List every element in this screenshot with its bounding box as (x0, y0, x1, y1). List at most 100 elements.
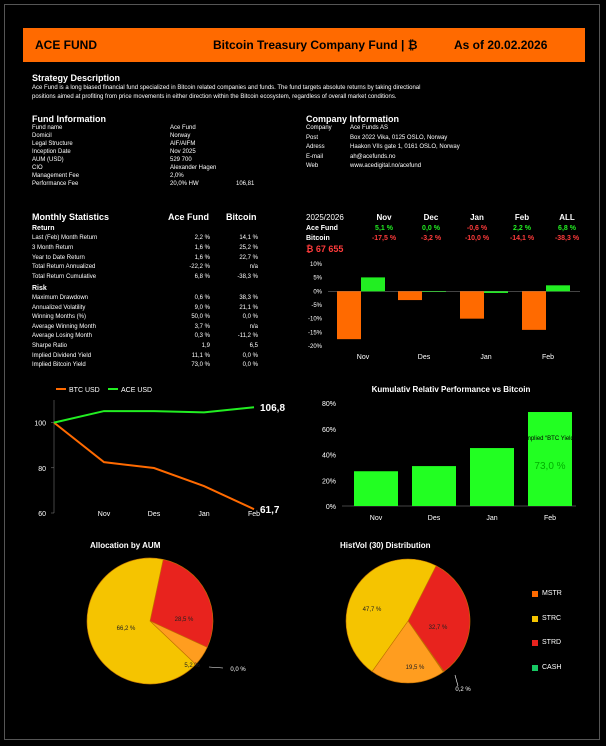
perf-ace-value: 6,8 % (558, 225, 576, 232)
return-row-btc: n/a (249, 264, 258, 271)
legend-swatch-cash (532, 664, 538, 671)
allocation-pie-chart: 28,5 % 66,2 % 5,2 % 0,0 % (86, 557, 246, 685)
pie-slice-strc (86, 557, 197, 685)
fund-info-title: Fund Information (32, 114, 106, 124)
strategy-text-2: positions aimed at profiting from price … (32, 94, 397, 100)
end-label-ace: 106,8 (260, 403, 285, 414)
risk-row-label: Maximum Drawdown (32, 295, 89, 301)
pie-value-label: 28,5 % (175, 617, 194, 623)
legend-swatch-strd (532, 640, 538, 646)
x-tick-label: Jan (198, 511, 209, 518)
line-btc-usd (53, 421, 255, 511)
risk-row-label: Average Winning Month (32, 323, 96, 330)
y-tick-label: 5% (313, 276, 322, 282)
x-tick-label: Des (148, 511, 161, 518)
company-info-label: Company (306, 125, 332, 131)
rel-bar (470, 448, 514, 506)
return-row-label: Total Return Annualized (32, 264, 96, 271)
perf-btc-value: -14,1 % (509, 235, 535, 242)
fund-info-extra: 106,81 (236, 181, 255, 187)
fund-info-value: 2,0% (170, 173, 184, 179)
y-tick-label: 80 (38, 466, 46, 473)
bar-bitcoin (522, 291, 546, 330)
x-tick-label: Nov (357, 354, 370, 361)
pie2-title: HistVol (30) Distribution (340, 541, 431, 550)
y-tick-label: 20% (322, 478, 336, 485)
pie-slice-strd (371, 620, 444, 684)
company-info-value: Haakon VIIs gate 1, 0161 OSLO, Norway (350, 144, 460, 151)
perf-month-header: ALL (559, 213, 575, 222)
pie-value-label: 0,0 % (230, 667, 246, 673)
perf-btc-value: -10,0 % (464, 235, 490, 242)
risk-row-ace: 3,7 % (194, 323, 210, 330)
risk-row-ace: 0,6 % (194, 295, 210, 301)
pie-value-label: 0,2 % (455, 687, 471, 693)
company-info-value: Ace Funds AS (350, 125, 389, 131)
annotation-title: Implied “BTC Yield” (524, 436, 576, 442)
x-tick-label: Jan (480, 354, 491, 361)
monthly-return-bar-chart: 10% 5% 0% -5% -10% -15% -20% Nov Des Jan Feb (308, 262, 580, 361)
pie-slice-mstr (407, 565, 471, 672)
perf-btc-label: Bitcoin (306, 235, 330, 242)
pie1-title: Allocation by AUM (90, 541, 161, 550)
perf-ace-value: -0,6 % (466, 225, 488, 232)
btc-price: ₿ 67 655 (306, 244, 344, 254)
return-row-btc: 14,1 % (239, 235, 258, 241)
pie-value-label: 19,5 % (406, 665, 425, 671)
perf-ace-value: 2,2 % (513, 225, 531, 232)
annotation-value: 73,0 % (534, 461, 565, 472)
y-tick-label: -10% (308, 317, 323, 323)
y-tick-label: 60 (38, 511, 46, 518)
perf-month-header: Nov (376, 213, 392, 222)
perf-period: 2025/2026 (306, 213, 344, 222)
y-tick-label: 100 (34, 421, 46, 428)
fund-info-label: Inception Date (32, 149, 71, 155)
fund-info-label: Management Fee (32, 173, 80, 179)
bar-bitcoin (337, 291, 361, 340)
perf-btc-value: -38,3 % (554, 235, 580, 242)
risk-row-label: Sharpe Ratio (32, 343, 68, 349)
risk-row-label: Average Losing Month (32, 333, 92, 340)
company-info-value: ah@acefunds.no (350, 153, 396, 160)
risk-row-btc: 21,1 % (239, 304, 258, 311)
fund-name: ACE FUND (35, 38, 97, 52)
monthly-col-btc: Bitcoin (226, 212, 257, 222)
rel-bar (354, 471, 398, 506)
fund-info-value: Alexander Hagen (170, 165, 217, 171)
return-row-label: Year to Date Return (32, 254, 85, 261)
x-tick-label: Feb (542, 354, 554, 361)
y-tick-label: 0% (313, 289, 322, 295)
perf-month-header: Jan (470, 213, 484, 222)
fund-info-value: 20,0% HW (170, 181, 199, 187)
fund-info-label: AUM (USD) (32, 157, 64, 163)
pie-leader-line (454, 674, 459, 687)
risk-row-btc: -11,2 % (237, 333, 258, 340)
legend-label: ACE USD (121, 387, 152, 394)
risk-row-ace: 11,1 % (191, 352, 210, 359)
legend-label: BTC USD (69, 387, 100, 394)
risk-row-label: Annualized Volatility (32, 304, 86, 311)
legend-label-strd: STRD (542, 639, 562, 646)
return-row-ace: 1,6 % (194, 254, 210, 261)
line-ace-usd (53, 406, 255, 424)
rel-chart-title: Kumulativ Relativ Performance vs Bitcoin (372, 385, 531, 394)
company-info-value: Box 2022 Vika, 0125 OSLO, Norway (350, 134, 448, 141)
risk-section-title: Risk (32, 285, 47, 292)
risk-row-ace: 0,3 % (194, 333, 210, 340)
perf-btc-value: -17,5 % (371, 235, 397, 242)
y-tick-label: -15% (308, 330, 323, 336)
return-row-label: Total Return Cumulative (32, 274, 97, 281)
strategy-title: Strategy Description (32, 73, 121, 83)
pie-leader-line (208, 666, 224, 669)
bar-ace-fund (484, 291, 508, 293)
pie-value-label: 66,2 % (117, 626, 136, 632)
return-row-btc: 25,2 % (239, 244, 258, 251)
risk-row-ace: 9,0 % (194, 304, 210, 311)
risk-row-btc: 38,3 % (239, 295, 258, 301)
y-tick-label: 40% (322, 453, 336, 460)
perf-ace-label: Ace Fund (306, 225, 338, 232)
risk-row-btc: 0,0 % (242, 314, 258, 321)
y-tick-label: 0% (326, 504, 336, 511)
x-tick-label: Nov (370, 515, 383, 522)
fund-info-value: 529 700 (170, 157, 192, 163)
